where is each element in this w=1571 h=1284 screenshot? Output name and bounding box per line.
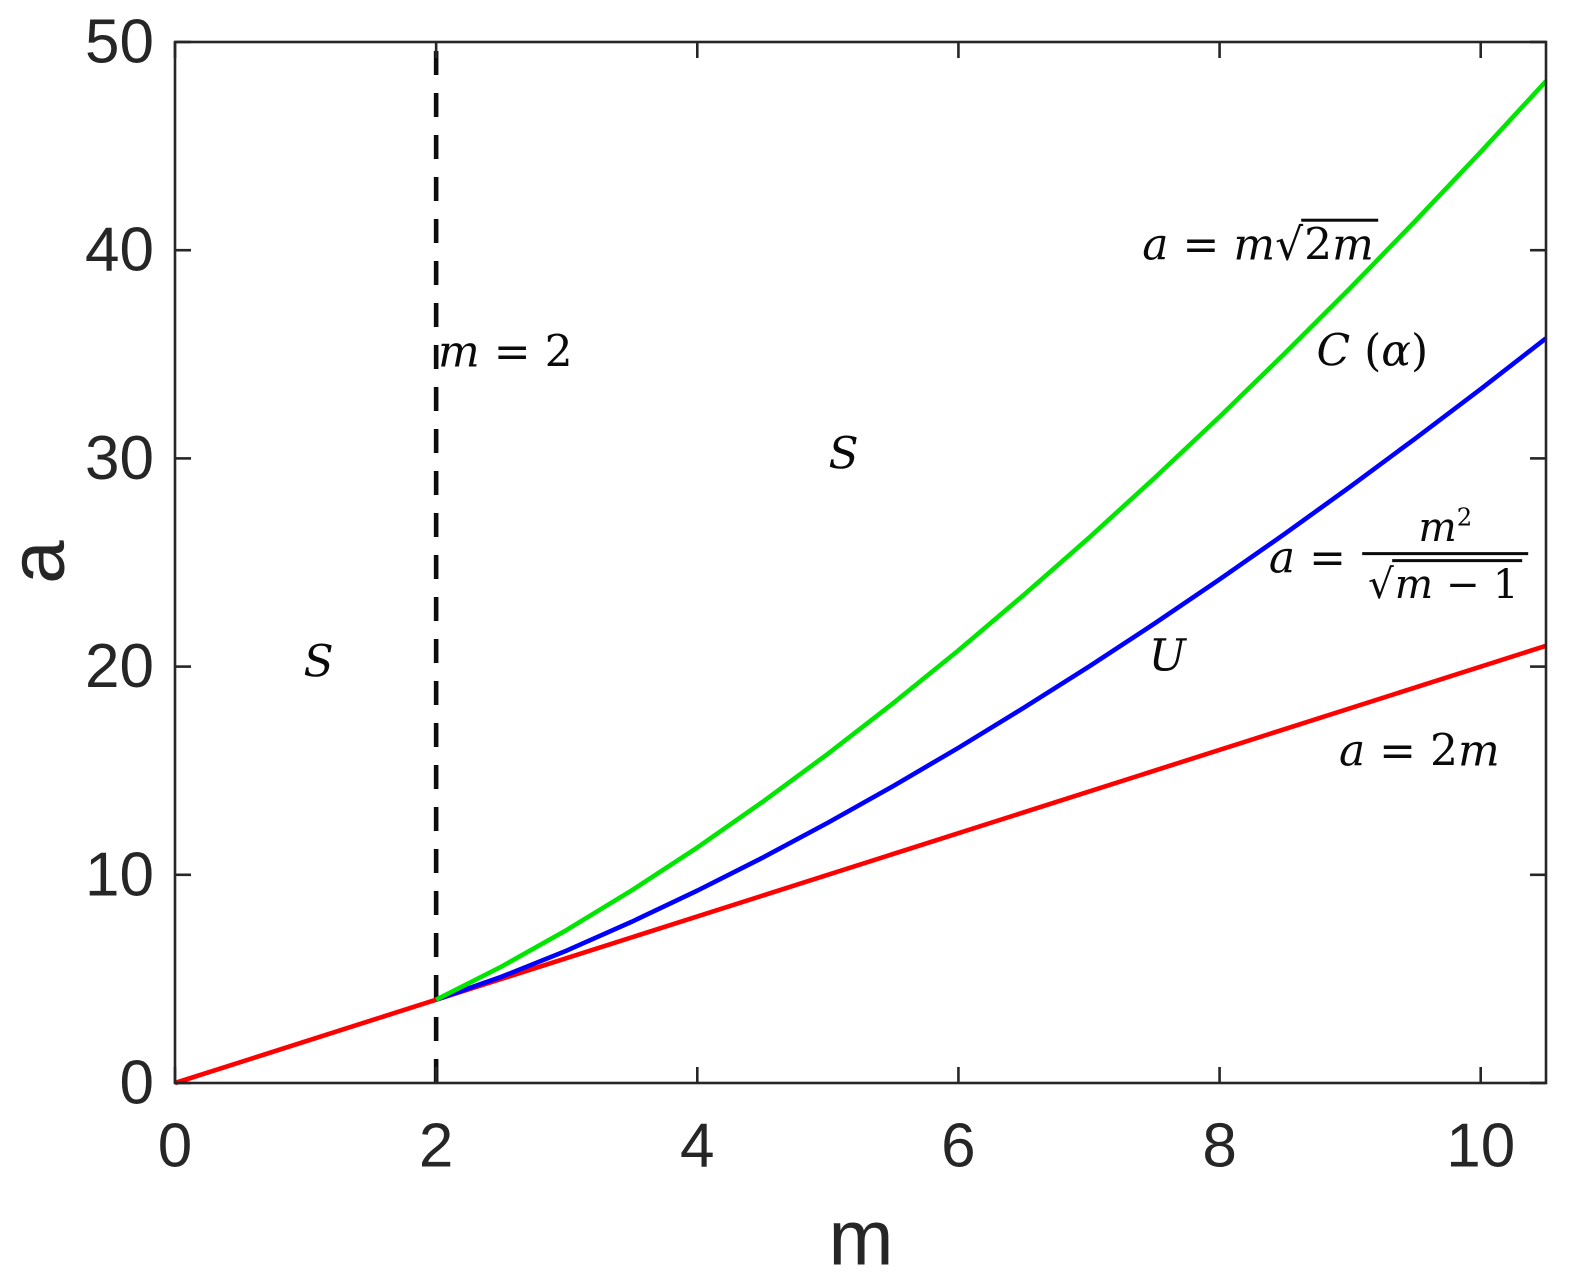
x-tick-label: 10: [1446, 1112, 1515, 1181]
x-tick-label: 6: [941, 1112, 975, 1181]
red-line: [174, 643, 1547, 1086]
x-tick-label: 8: [1202, 1112, 1236, 1181]
x-tick-label: 0: [158, 1112, 192, 1181]
y-tick-label: 0: [120, 1049, 154, 1118]
y-tick-label: 10: [85, 840, 154, 909]
x-tick-label: 2: [419, 1112, 453, 1181]
y-tick-label: 40: [85, 216, 154, 285]
y-tick-label: 50: [85, 8, 154, 77]
blue-curve: [435, 336, 1548, 1002]
y-tick-label: 20: [85, 632, 154, 701]
y-axis-label: a: [0, 540, 81, 584]
x-axis-label: m: [828, 1193, 894, 1282]
green-curve: [435, 79, 1548, 1002]
x-tick-label: 4: [680, 1112, 714, 1181]
plot-box: [173, 40, 1548, 1085]
y-tick-label: 30: [85, 424, 154, 493]
